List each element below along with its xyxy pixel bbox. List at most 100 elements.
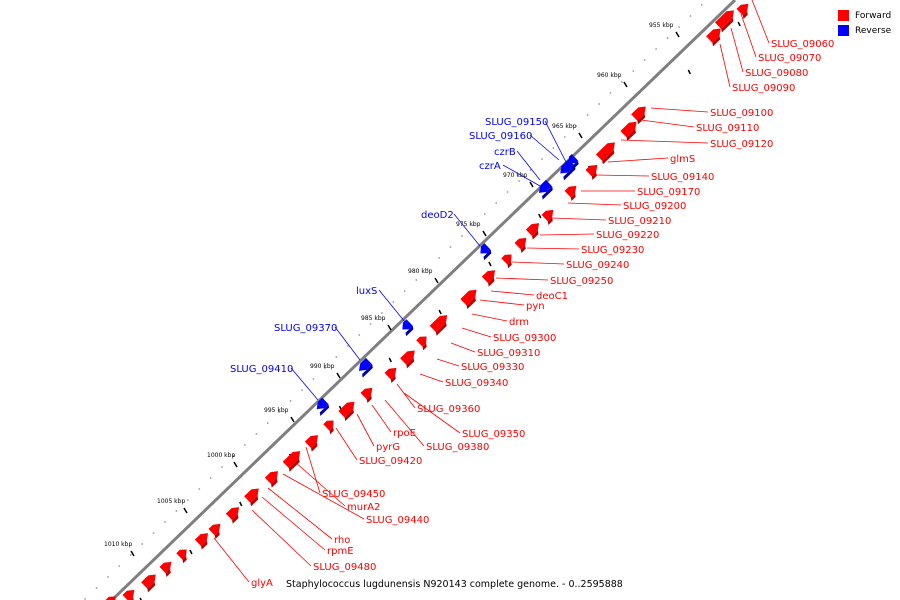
label-leader — [730, 27, 744, 73]
gene-shadow — [637, 113, 646, 125]
gene-shadow — [405, 325, 414, 337]
forward-gene-body — [481, 270, 496, 284]
reverse-gene-arrow — [480, 243, 492, 261]
label-leader — [544, 120, 567, 163]
reverse-gene-body — [402, 319, 413, 330]
track-dot — [346, 345, 349, 347]
gene-shadow — [488, 277, 495, 287]
track-dot — [289, 400, 292, 402]
scale-label: 980 kbp — [408, 268, 433, 275]
label-leader — [567, 202, 622, 206]
label-leader — [607, 157, 669, 163]
gene-shadow — [271, 478, 278, 488]
forward-gene-body — [714, 10, 734, 29]
label-leader — [384, 399, 425, 447]
gene-shadow — [712, 35, 721, 47]
scale-tick — [387, 324, 392, 331]
scale-tick-minor — [189, 549, 193, 555]
forward-gene-body — [282, 451, 301, 469]
forward-gene-arrow — [122, 589, 135, 600]
gene-shadow — [250, 495, 259, 507]
gene-label-reverse: SLUG_09150 — [485, 117, 548, 128]
forward-gene-body — [514, 237, 527, 250]
track-dot — [95, 587, 98, 589]
gene-label-reverse: czrA — [479, 161, 501, 172]
gene-label-forward: SLUG_09230 — [581, 245, 644, 256]
track-dot — [186, 499, 189, 501]
gene-label-forward: SLUG_09100 — [710, 108, 773, 119]
label-leader — [261, 496, 326, 551]
forward-gene-arrow — [176, 549, 187, 564]
reverse-swatch — [838, 25, 849, 36]
gene-shadow — [390, 375, 396, 383]
track-dot — [198, 488, 201, 490]
track-dot — [392, 301, 395, 303]
forward-gene-arrow — [105, 596, 116, 600]
forward-gene-arrow — [620, 121, 637, 142]
gene-label-reverse: luxS — [356, 286, 377, 297]
track-dot — [472, 224, 475, 226]
scale-tick-minor — [538, 213, 542, 219]
scale-tick — [290, 416, 295, 423]
label-leader — [471, 313, 508, 322]
gene-label-forward: pyn — [526, 301, 545, 312]
label-leader — [526, 247, 580, 250]
forward-gene-arrow — [525, 223, 540, 240]
scale-tick-minor — [737, 21, 741, 27]
scale-label: 995 kbp — [264, 407, 289, 414]
gene-shadow — [532, 230, 539, 240]
gene-shadow — [319, 404, 330, 416]
legend-forward: Forward — [838, 8, 891, 23]
track-dot — [506, 191, 509, 193]
reverse-gene-body — [358, 357, 373, 371]
gene-shadow — [591, 172, 597, 180]
label-leader — [495, 277, 549, 281]
gene-shadow — [288, 458, 300, 472]
forward-gene-body — [416, 336, 427, 347]
gene-shadow — [520, 245, 526, 253]
gene-label-forward: SLUG_09440 — [366, 515, 429, 526]
scale-tick — [130, 550, 135, 557]
track-dot — [461, 235, 463, 237]
label-leader — [595, 174, 650, 177]
gene-shadow — [507, 261, 512, 269]
forward-gene-arrow — [225, 507, 240, 524]
forward-gene-arrow — [564, 185, 577, 201]
forward-gene-arrow — [706, 28, 721, 47]
forward-gene-arrow — [159, 561, 172, 577]
scale-label: 955 kbp — [649, 22, 674, 29]
legend-reverse: Reverse — [838, 23, 891, 38]
label-leader — [511, 261, 565, 265]
forward-gene-body — [194, 533, 209, 547]
gene-label-forward: SLUG_09310 — [477, 348, 540, 359]
forward-gene-body — [706, 28, 721, 43]
forward-gene-arrow — [541, 209, 554, 225]
label-leader — [436, 358, 460, 367]
reverse-gene-arrow — [568, 153, 579, 170]
track-dot — [369, 323, 372, 325]
forward-gene-body — [338, 401, 355, 418]
label-leader — [334, 326, 361, 361]
scale-tick — [183, 507, 188, 514]
label-leader — [453, 213, 481, 247]
label-leader — [479, 299, 525, 306]
track-dot — [415, 279, 418, 281]
gene-label-forward: rpmE — [327, 546, 354, 557]
forward-gene-body — [360, 387, 373, 400]
track-dot — [232, 455, 235, 457]
reverse-gene-body — [538, 179, 553, 193]
forward-gene-arrow — [264, 471, 279, 488]
label-leader — [403, 392, 461, 434]
gene-label-forward: SLUG_09330 — [461, 362, 524, 373]
label-leader — [620, 139, 709, 144]
scale-tick-minor — [388, 357, 392, 363]
gene-shadow — [466, 297, 476, 310]
forward-gene-body — [304, 435, 319, 449]
forward-gene-body — [384, 367, 397, 380]
gene-label-forward: murA2 — [347, 502, 380, 513]
forward-gene-arrow — [141, 574, 156, 593]
gene-shadow — [542, 186, 553, 200]
track-dot — [244, 444, 246, 446]
track-dot — [266, 422, 269, 424]
